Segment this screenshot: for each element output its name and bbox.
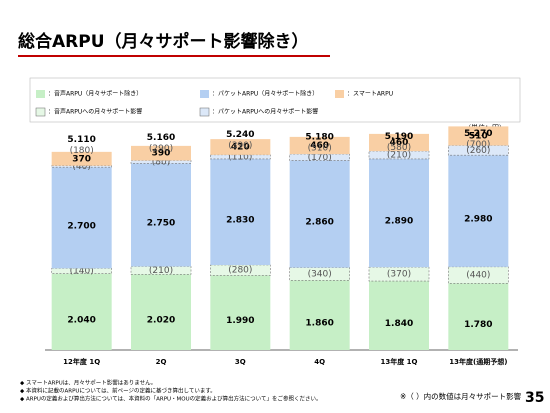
x-tick-label: 13年度(通期予想) [449, 357, 507, 366]
page-number: 35 [525, 390, 544, 406]
segment-label: 1.840 [385, 319, 413, 329]
segment-label: (40) [72, 162, 90, 172]
support-total-label: (390) [228, 141, 252, 151]
footnote: ◆ ARPUの定義および算出方法については、本資料の「ARPU・MOUの定義およ… [20, 395, 322, 403]
segment-label: 2.890 [385, 217, 413, 227]
segment-label: (280) [228, 266, 252, 276]
bar-segment [369, 281, 429, 350]
support-total-label: (290) [149, 144, 173, 154]
segment-label: 510 [469, 131, 488, 141]
segment-label: 2.020 [147, 316, 175, 326]
bar-segment [448, 155, 509, 267]
segment-label: (260) [466, 146, 490, 156]
legend-swatch [199, 107, 210, 117]
legend-swatch [335, 90, 344, 98]
bar-segment [289, 280, 350, 350]
legend-swatch [36, 90, 45, 98]
bar-segment [289, 136, 350, 155]
footnote: ◆ 本資料に記載のARPUについては、前ページの定義に基づき算出しています。 [20, 387, 216, 395]
segment-label: 2.040 [67, 315, 95, 325]
bar-segment [131, 163, 191, 267]
bar-segment [51, 273, 112, 350]
x-tick-label: 13年度 1Q [381, 357, 418, 366]
legend-swatch [200, 90, 209, 98]
legend-label: ：音声ARPU（月々サポート除き） [48, 90, 142, 98]
legend-label: ：パケットARPU（月々サポート除き） [212, 90, 318, 98]
footnote: ◆ スマートARPUは、月々サポート影響はありません。 [20, 379, 156, 387]
segment-label: 2.700 [67, 221, 95, 231]
segment-label: 2.750 [147, 218, 175, 228]
segment-label: (370) [387, 270, 411, 280]
segment-label: (440) [466, 271, 490, 281]
total-label: 5.180 [305, 132, 333, 142]
segment-label: 390 [152, 149, 171, 159]
bar-segment [369, 158, 429, 268]
bar-segment [448, 283, 509, 350]
total-label: 5.110 [67, 135, 95, 145]
x-tick-label: 4Q [314, 358, 325, 366]
bar-segment [210, 158, 271, 265]
legend-swatch [35, 107, 46, 117]
support-total-label: (580) [387, 143, 411, 153]
bar-segment [369, 133, 429, 152]
segment-label: 1.990 [226, 316, 254, 326]
segment-label: (110) [228, 152, 252, 162]
note: ※（ ）内の数値は月々サポート影響 [400, 391, 522, 401]
bar-segment [289, 160, 350, 268]
x-tick-label: 2Q [156, 358, 167, 366]
segment-label: 460 [390, 138, 409, 148]
legend-label: ：音声ARPUへの月々サポート影響 [48, 108, 142, 116]
total-label: 5.240 [226, 130, 254, 140]
segment-label: 420 [231, 142, 250, 152]
total-label: 5.160 [147, 133, 175, 143]
segment-label: (340) [308, 269, 332, 279]
segment-label: 2.980 [464, 215, 492, 225]
segment-label: 2.830 [226, 215, 254, 225]
legend-box [29, 77, 521, 123]
total-label: 5.190 [385, 132, 413, 142]
slide-title: 総合ARPU（月々サポート影響除き） [18, 31, 309, 52]
total-label: 5.270 [464, 129, 492, 139]
support-total-label: (700) [466, 140, 490, 150]
support-segment [448, 266, 509, 284]
segment-label: (140) [70, 266, 94, 276]
segment-label: 370 [72, 154, 91, 164]
legend-label: ：スマートARPU [347, 91, 393, 98]
bar-segment [131, 145, 191, 161]
bar-segment [448, 126, 509, 146]
segment-label: 2.860 [305, 218, 333, 228]
segment-label: 460 [310, 141, 329, 151]
segment-label: (210) [149, 266, 173, 276]
x-tick-label: 3Q [235, 358, 246, 366]
support-total-label: (510) [308, 143, 332, 153]
segment-label: (170) [308, 153, 332, 163]
segment-label: 1.860 [305, 319, 333, 329]
bar-segment [210, 275, 271, 350]
legend-label: ：パケットARPUへの月々サポート影響 [212, 108, 318, 116]
segment-label: 1.780 [464, 320, 492, 330]
support-total-label: (180) [70, 146, 94, 156]
segment-label: (80) [152, 157, 170, 167]
x-tick-label: 12年度 1Q [63, 357, 100, 366]
bar-segment [51, 151, 112, 166]
bar-segment [210, 139, 271, 155]
bar-segment [131, 274, 191, 350]
segment-label: (210) [387, 151, 411, 161]
bar-segment [51, 167, 112, 269]
